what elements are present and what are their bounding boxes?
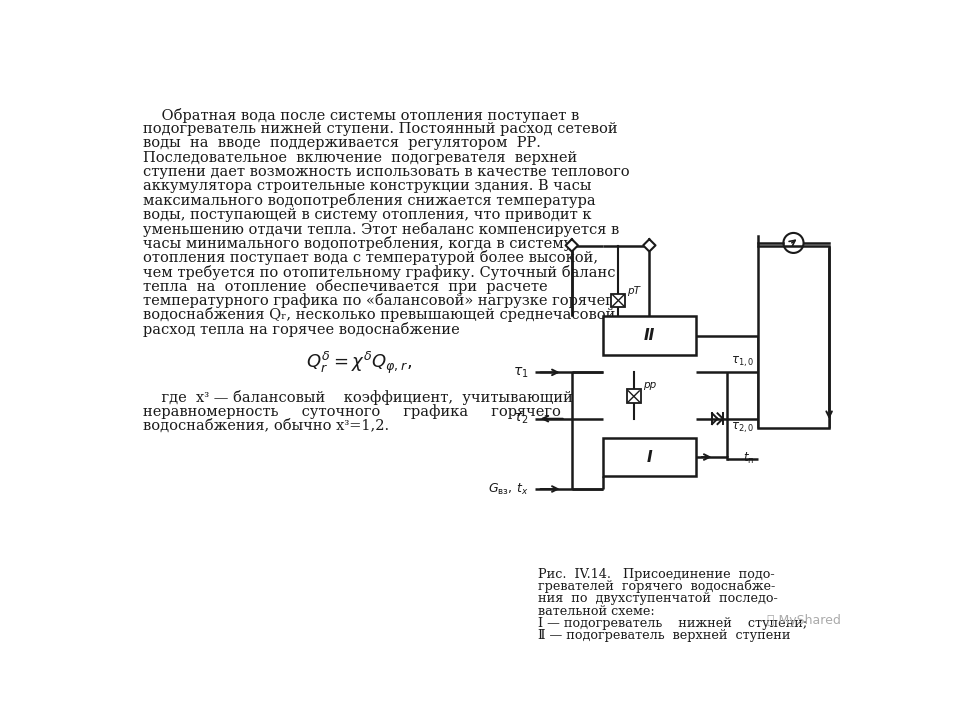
Text: $G_{\rm вз},\,t_x$: $G_{\rm вз},\,t_x$	[488, 482, 528, 497]
Bar	[603, 316, 696, 355]
Text: Рис.  IV.14.   Присоединение  подо-: Рис. IV.14. Присоединение подо-	[539, 567, 775, 580]
Text: вательной схеме:: вательной схеме:	[539, 605, 656, 618]
Text: водоснабжения Qᵣ, несколько превышающей среднечасовой: водоснабжения Qᵣ, несколько превышающей …	[143, 307, 615, 323]
Text: Ⅰ — подогреватель    нижней    ступени;: Ⅰ — подогреватель нижней ступени;	[539, 617, 807, 630]
Text: ния  по  двухступенчатой  последо-: ния по двухступенчатой последо-	[539, 593, 779, 606]
Text: водоснабжения, обычно xᶟ=1,2.: водоснабжения, обычно xᶟ=1,2.	[143, 418, 390, 433]
Text: неравномерность     суточного     графика     горячего: неравномерность суточного графика горяче…	[143, 404, 562, 419]
Text: часы минимального водопотребления, когда в систему: часы минимального водопотребления, когда…	[143, 236, 572, 251]
Text: максимального водопотребления снижается температура: максимального водопотребления снижается …	[143, 194, 596, 208]
Text: рр: рр	[643, 380, 657, 390]
Polygon shape	[643, 239, 656, 251]
Text: чем требуется по отопительному графику. Суточный баланс: чем требуется по отопительному графику. …	[143, 265, 615, 279]
Bar	[757, 246, 829, 428]
Text: ступени дает возможность использовать в качестве теплового: ступени дает возможность использовать в …	[143, 165, 630, 179]
Text: I: I	[646, 449, 652, 464]
Text: $t_{\rm п}$: $t_{\rm п}$	[743, 451, 754, 466]
Bar	[603, 438, 696, 476]
Text: гревателей  горячего  водоснабже-: гревателей горячего водоснабже-	[539, 580, 776, 593]
Text: воды  на  вводе  поддерживается  регулятором  РР.: воды на вводе поддерживается регулятором…	[143, 137, 541, 150]
Text: воды, поступающей в систему отопления, что приводит к: воды, поступающей в систему отопления, ч…	[143, 207, 591, 222]
Text: $Q_r^\delta = \chi^\delta Q_{\varphi,r},$: $Q_r^\delta = \chi^\delta Q_{\varphi,r},…	[306, 350, 412, 376]
Text: II: II	[644, 328, 655, 343]
Polygon shape	[565, 239, 578, 251]
Text: тепла  на  отопление  обеспечивается  при  расчете: тепла на отопление обеспечивается при ра…	[143, 279, 548, 294]
Text: Обратная вода после системы отопления поступает в: Обратная вода после системы отопления по…	[143, 108, 580, 123]
Text: где  xᶟ — балансовый    коэффициент,  учитывающий: где xᶟ — балансовый коэффициент, учитыва…	[143, 390, 573, 405]
Text: рТ: рТ	[627, 286, 640, 295]
Text: расход тепла на горячее водоснабжение: расход тепла на горячее водоснабжение	[143, 322, 460, 337]
Text: подогреватель нижней ступени. Постоянный расход сетевой: подогреватель нижней ступени. Постоянный…	[143, 122, 618, 136]
Text: Ⅱ — подогреватель  верхней  ступени: Ⅱ — подогреватель верхней ступени	[539, 629, 791, 642]
Text: $\tau_2$: $\tau_2$	[513, 412, 528, 426]
Bar	[612, 294, 625, 307]
Bar	[627, 390, 641, 403]
Text: 🖥 MyShared: 🖥 MyShared	[767, 613, 841, 626]
Text: аккумулятора строительные конструкции здания. В часы: аккумулятора строительные конструкции зд…	[143, 179, 591, 193]
Text: Последовательное  включение  подогревателя  верхней: Последовательное включение подогревателя…	[143, 150, 578, 165]
Text: отопления поступает вода с температурой более высокой,: отопления поступает вода с температурой …	[143, 251, 598, 266]
Text: $\tau_{2,0}$: $\tau_{2,0}$	[731, 421, 754, 436]
Text: температурного графика по «балансовой» нагрузке горячего: температурного графика по «балансовой» н…	[143, 293, 622, 308]
Text: $\tau_{1,0}$: $\tau_{1,0}$	[731, 354, 754, 369]
Text: уменьшению отдачи тепла. Этот небаланс компенсируется в: уменьшению отдачи тепла. Этот небаланс к…	[143, 222, 619, 237]
Text: $\tau_1$: $\tau_1$	[513, 365, 528, 379]
